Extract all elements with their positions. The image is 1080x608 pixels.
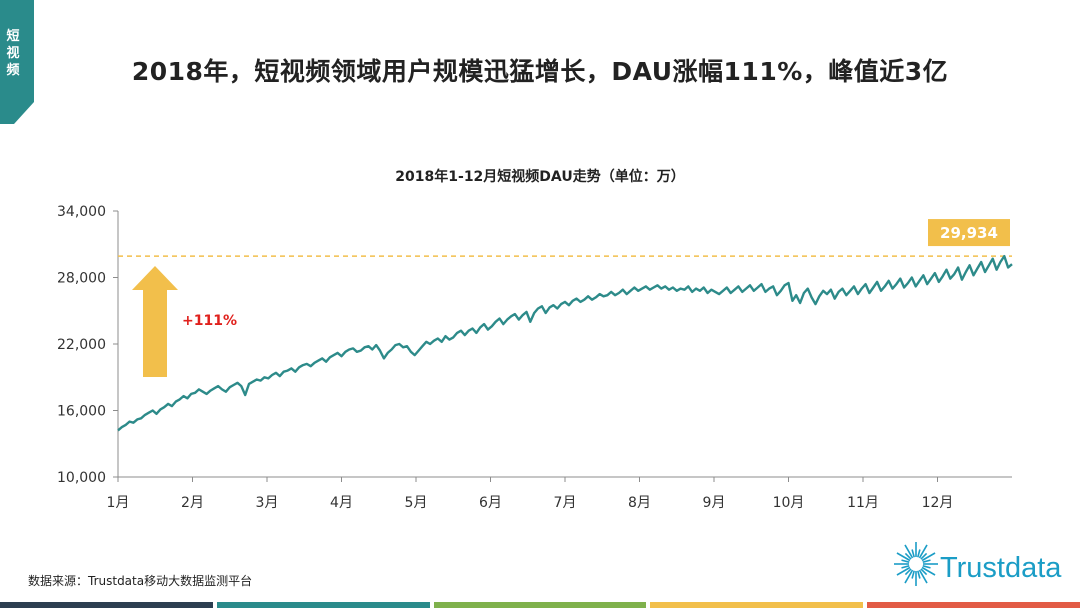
x-tick-label: 6月 (479, 495, 502, 511)
logo-text: Trustdata (940, 552, 1062, 584)
logo-ray (922, 565, 931, 569)
bottom-color-bar (0, 602, 1080, 608)
bottom-bar-segment (650, 602, 864, 608)
logo-ray (920, 568, 928, 576)
logo-ray (917, 570, 921, 579)
logo-ray (921, 552, 936, 562)
y-tick-label: 22,000 (57, 337, 106, 353)
bottom-bar-segment (867, 602, 1080, 608)
logo-ray (904, 569, 914, 584)
x-tick-label: 5月 (405, 495, 428, 511)
x-tick-label: 2月 (181, 495, 204, 511)
x-tick-label: 4月 (330, 495, 353, 511)
logo-ray (896, 566, 911, 576)
peak-value-box (928, 219, 1010, 247)
logo-ray (901, 559, 910, 563)
bottom-bar-segment (433, 602, 647, 608)
logo-ray (904, 544, 914, 559)
page-title: 2018年，短视频领域用户规模迅猛增长，DAU涨幅111%，峰值近3亿 (131, 57, 949, 86)
logo-ray (904, 552, 912, 560)
bottom-bar-segment (216, 602, 430, 608)
logo-ray (904, 568, 912, 576)
x-tick-label: 1月 (107, 495, 130, 511)
growth-arrow-icon (132, 266, 178, 377)
y-tick-label: 16,000 (57, 404, 106, 420)
dau-series-line (117, 254, 1013, 432)
logo-ray (921, 566, 936, 576)
logo-ray (918, 544, 928, 559)
x-tick-label: 9月 (703, 495, 726, 511)
x-tick-label: 12月 (922, 495, 954, 511)
side-tab-label: 短视频 (6, 29, 20, 78)
side-tab: 短视频 (0, 0, 34, 124)
y-tick-label: 34,000 (57, 204, 106, 220)
logo-ray (911, 570, 915, 579)
logo-ray (922, 559, 931, 563)
trustdata-logo: Trustdata (892, 536, 1070, 598)
logo-ray (920, 552, 928, 560)
peak-value-label: 29,934 (940, 224, 998, 242)
x-tick-label: 7月 (554, 495, 577, 511)
logo-ray (911, 549, 915, 558)
x-tick-label: 8月 (628, 495, 651, 511)
bottom-bar-segment (0, 602, 213, 608)
y-tick-label: 10,000 (57, 470, 106, 486)
chart-title: 2018年1-12月短视频DAU走势（单位：万） (395, 169, 685, 185)
x-tick-label: 3月 (256, 495, 279, 511)
logo-ray (896, 552, 911, 562)
data-source-note: 数据来源：Trustdata移动大数据监测平台 (28, 574, 253, 588)
logo-ray (918, 569, 928, 584)
logo-ray (917, 549, 921, 558)
growth-label: +111% (182, 313, 237, 329)
logo-ray (901, 565, 910, 569)
x-tick-label: 10月 (773, 495, 805, 511)
side-tab-shape (0, 0, 34, 124)
x-tick-label: 11月 (847, 495, 879, 511)
y-tick-label: 28,000 (57, 271, 106, 287)
sunburst-logo-icon (894, 542, 938, 586)
